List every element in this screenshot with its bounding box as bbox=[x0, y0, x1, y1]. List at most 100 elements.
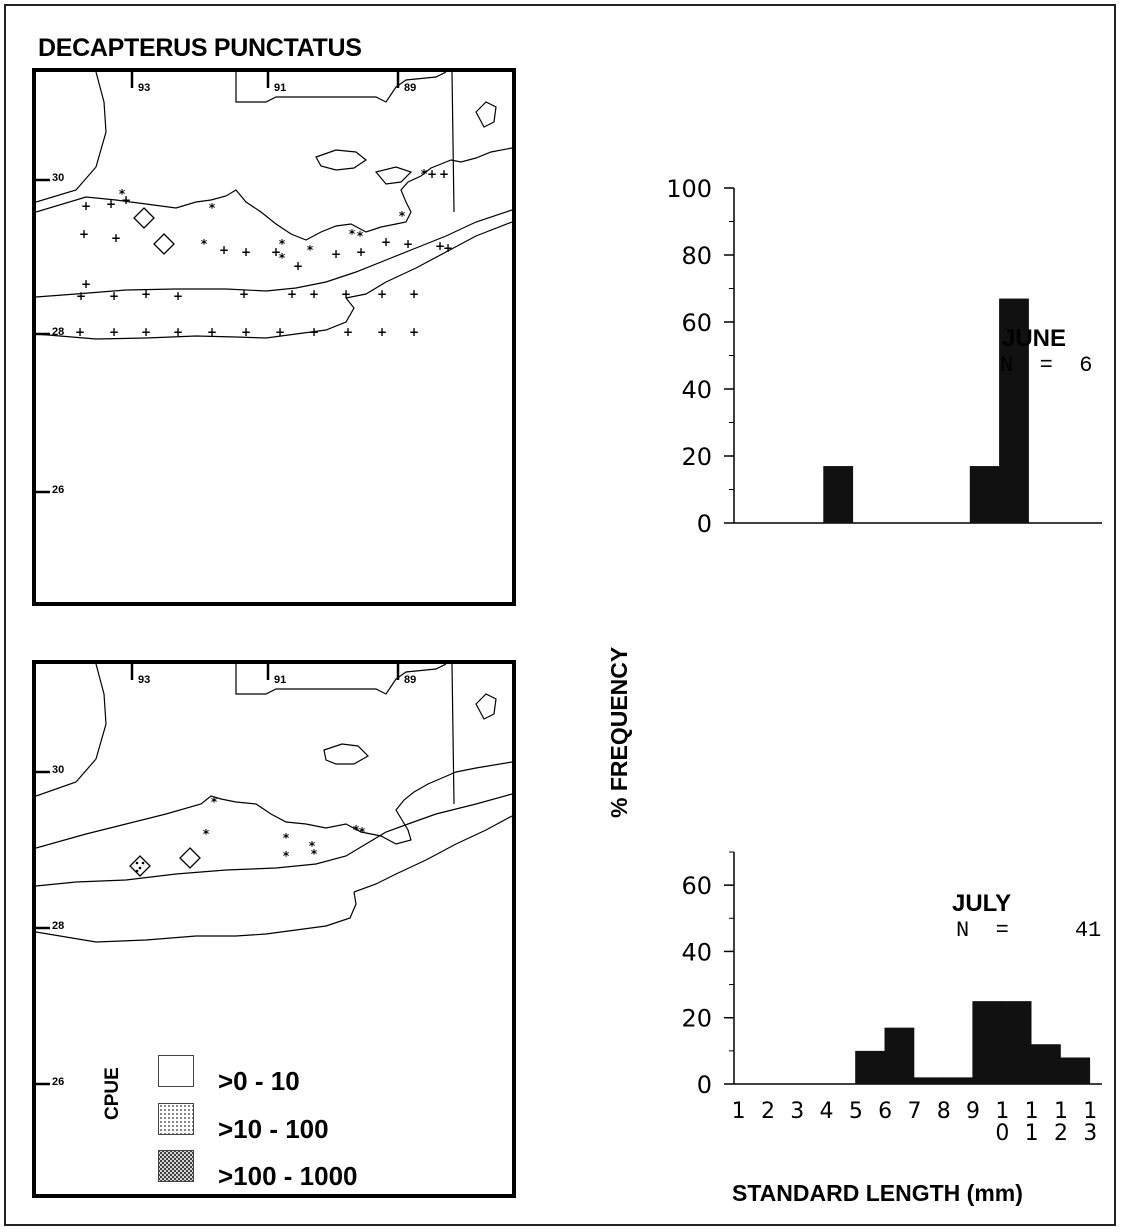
x-tick-label-second-line: 1 bbox=[1025, 1121, 1039, 1146]
svg-text:+: + bbox=[275, 325, 285, 339]
y-axis-label: % FREQUENCY bbox=[606, 646, 632, 818]
lat-tick-26: 26 bbox=[52, 1076, 65, 1088]
svg-text:+: + bbox=[75, 325, 85, 339]
figure-title: DECAPTERUS PUNCTATUS bbox=[38, 34, 362, 62]
svg-text:+: + bbox=[377, 287, 387, 301]
svg-text:*: * bbox=[349, 227, 356, 241]
svg-text:+: + bbox=[239, 287, 249, 301]
lat-tick-28: 28 bbox=[52, 326, 65, 338]
svg-text:+: + bbox=[109, 289, 119, 303]
y-tick-label: 40 bbox=[681, 938, 712, 966]
legend-swatch-crosshatch bbox=[158, 1150, 194, 1182]
svg-text:+: + bbox=[409, 287, 419, 301]
svg-text:+: + bbox=[427, 167, 437, 181]
svg-text:+: + bbox=[173, 325, 183, 339]
y-tick-label: 80 bbox=[681, 242, 712, 270]
x-tick-label-second-line: 0 bbox=[995, 1121, 1009, 1146]
svg-text:+: + bbox=[409, 325, 419, 339]
legend-swatch-stipple bbox=[158, 1103, 194, 1135]
svg-text:+: + bbox=[377, 325, 387, 339]
svg-text:*: * bbox=[421, 167, 428, 181]
lon-tick-91: 91 bbox=[274, 82, 287, 94]
svg-text:*: * bbox=[311, 847, 318, 861]
legend-title: CPUE bbox=[102, 1067, 123, 1120]
svg-text:*: * bbox=[211, 795, 218, 809]
svg-text:+: + bbox=[356, 245, 366, 259]
histogram-june: 0 20 40 60 80 100 bbox=[666, 175, 1102, 538]
x-tick-label: 8 bbox=[937, 1099, 951, 1124]
x-tick-label: 1 bbox=[995, 1099, 1009, 1124]
svg-text:*: * bbox=[119, 187, 126, 201]
x-tick-label: 1 bbox=[732, 1099, 746, 1124]
x-axis-label: STANDARD LENGTH (mm) bbox=[732, 1180, 1023, 1206]
svg-text:+: + bbox=[271, 245, 281, 259]
y-tick-label: 60 bbox=[681, 872, 712, 900]
svg-text:+: + bbox=[435, 239, 445, 253]
svg-text:*: * bbox=[353, 823, 360, 837]
svg-text:+: + bbox=[76, 289, 86, 303]
n-label-july: N = 41 bbox=[956, 918, 1102, 943]
x-tick-label: 1 bbox=[1054, 1099, 1068, 1124]
svg-text:+: + bbox=[331, 247, 341, 261]
svg-text:+: + bbox=[287, 287, 297, 301]
svg-text:*: * bbox=[209, 201, 216, 215]
x-tick-label: 5 bbox=[849, 1099, 863, 1124]
svg-text:+: + bbox=[111, 231, 121, 245]
svg-text:+: + bbox=[109, 325, 119, 339]
coastline-map-july: ** * *** * * bbox=[36, 664, 512, 1086]
month-label-june: JUNE bbox=[1002, 325, 1067, 352]
lat-tick-30: 30 bbox=[52, 172, 65, 184]
lat-tick-26: 26 bbox=[52, 484, 65, 496]
lat-tick-30: 30 bbox=[52, 764, 65, 776]
x-tick-label: 3 bbox=[790, 1099, 804, 1124]
legend-label-mid: >10 - 100 bbox=[218, 1114, 329, 1144]
svg-text:*: * bbox=[201, 237, 208, 251]
y-tick-label: 0 bbox=[697, 1071, 712, 1099]
lon-tick-89: 89 bbox=[404, 674, 417, 686]
x-tick-label-second-line: 3 bbox=[1083, 1121, 1097, 1146]
svg-text:+: + bbox=[403, 237, 413, 251]
n-label-june: N = 6 bbox=[1000, 353, 1093, 378]
svg-text:+: + bbox=[381, 235, 391, 249]
svg-text:*: * bbox=[279, 251, 286, 265]
svg-text:+: + bbox=[293, 259, 303, 273]
lon-tick-93: 93 bbox=[138, 674, 151, 686]
bar-9 bbox=[972, 1001, 1003, 1084]
map-july: * * * * * * * * 93 91 89 30 28 26 bbox=[32, 660, 516, 1198]
x-tick-label: 4 bbox=[820, 1099, 834, 1124]
y-tick-label: 20 bbox=[681, 443, 712, 471]
svg-text:+: + bbox=[309, 287, 319, 301]
svg-text:+: + bbox=[141, 287, 151, 301]
svg-text:+: + bbox=[81, 199, 91, 213]
svg-text:*: * bbox=[359, 825, 366, 839]
bar-10 bbox=[1001, 1001, 1032, 1084]
bar-5 bbox=[855, 1050, 885, 1084]
y-tick-label: 20 bbox=[681, 1005, 712, 1033]
svg-text:+: + bbox=[439, 167, 449, 181]
bar-7 bbox=[913, 1077, 944, 1084]
svg-text:*: * bbox=[307, 243, 314, 257]
y-tick-label: 60 bbox=[681, 309, 712, 337]
x-tick-label: 2 bbox=[761, 1099, 775, 1124]
lon-tick-93: 93 bbox=[138, 82, 151, 94]
svg-text:+: + bbox=[173, 289, 183, 303]
svg-text:*: * bbox=[283, 849, 290, 863]
legend-swatch-blank bbox=[158, 1055, 194, 1087]
lon-tick-91: 91 bbox=[274, 674, 287, 686]
x-tick-label: 6 bbox=[878, 1099, 892, 1124]
figure-frame bbox=[4, 4, 1116, 1226]
bar-8 bbox=[999, 298, 1029, 523]
bar-11 bbox=[1031, 1044, 1061, 1084]
svg-text:+: + bbox=[79, 227, 89, 241]
svg-text:+: + bbox=[443, 241, 453, 255]
svg-text:*: * bbox=[357, 229, 364, 243]
x-tick-label: 7 bbox=[907, 1099, 921, 1124]
bar-12 bbox=[1060, 1057, 1091, 1084]
bar-8 bbox=[943, 1077, 973, 1084]
svg-text:+: + bbox=[241, 245, 251, 259]
svg-text:+: + bbox=[343, 325, 353, 339]
svg-text:+: + bbox=[241, 325, 251, 339]
x-tick-label: 9 bbox=[966, 1099, 980, 1124]
bar-7 bbox=[969, 466, 1000, 523]
